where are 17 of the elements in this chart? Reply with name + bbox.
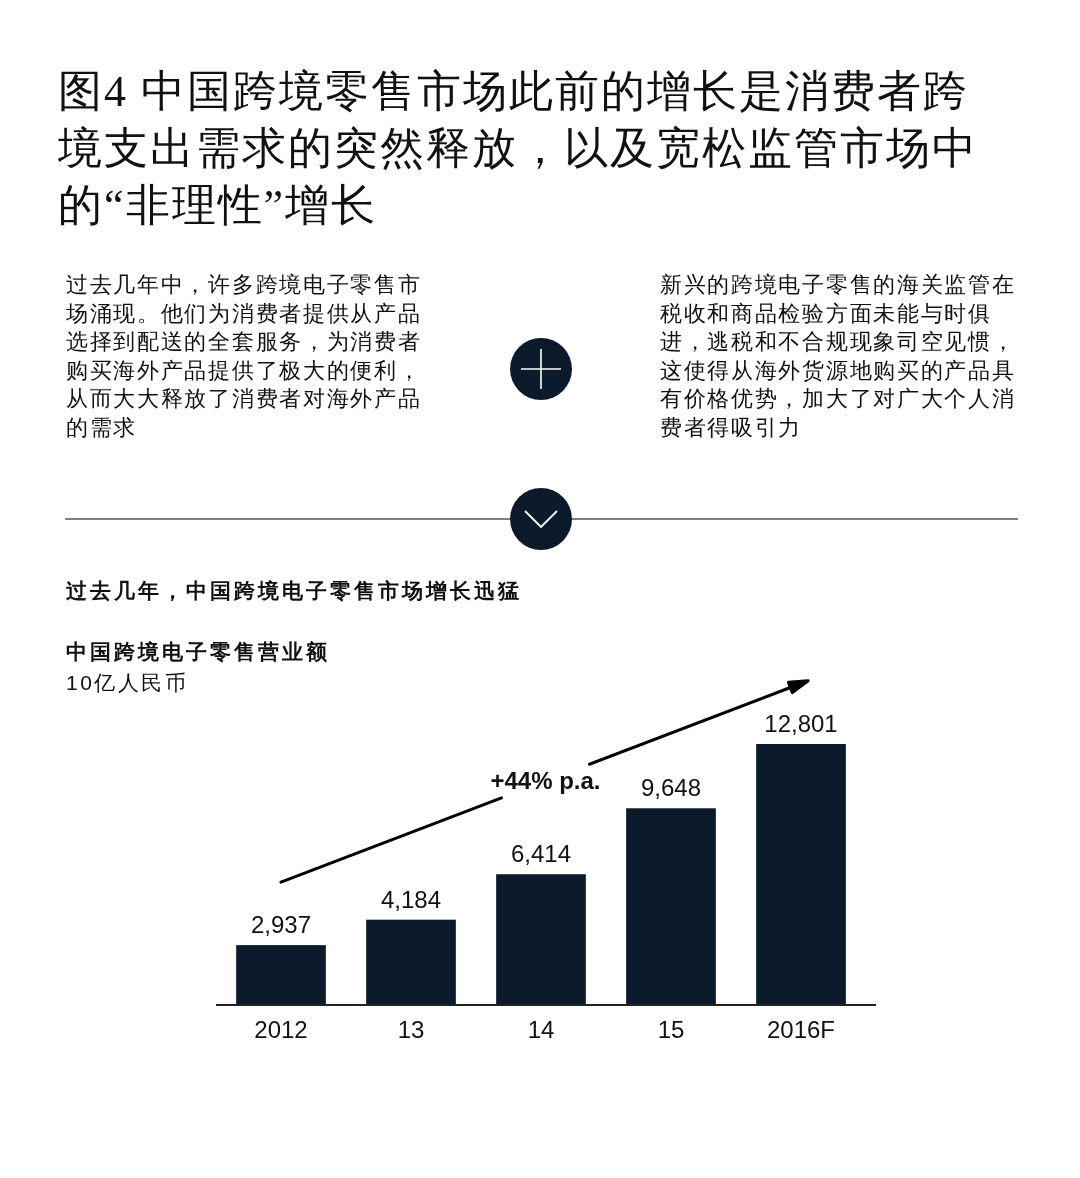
text: 过去几年中，许多跨境电子零售市场涌现。他们为消费者提供从产品选择到配送的全套服务，为消费者购买海外产品提供了极大的便利，从而大大释放了消费者对海外产品的需求	[66, 271, 423, 442]
data-label: 9,648	[640, 774, 702, 802]
text: 过去几年，中国跨境电子零售市场增长迅猛	[65, 579, 522, 602]
chart-title: 图4 中国跨境零售市场此前的增长是消费者跨境支出需求的突然释放，以及宽松监管市场中的“非理性”增长	[58, 66, 979, 232]
x-tick-label: 14	[527, 1016, 555, 1043]
x-tick-label: 2016F	[766, 1016, 836, 1043]
chart-subtitle: 中国跨境电子零售营业额	[66, 640, 330, 663]
data-label: 12,801	[764, 710, 838, 737]
x-tick-label: 2012	[254, 1016, 308, 1043]
x-tick-label: 13	[397, 1016, 425, 1043]
annotation: +44% p.a.	[490, 767, 601, 795]
y-axis-title: 10亿人民币	[66, 671, 189, 694]
data-label: 6,414	[510, 840, 572, 868]
data-label: 2,937	[250, 911, 312, 939]
x-tick-label: 15	[657, 1016, 685, 1043]
data-label: 4,184	[380, 885, 442, 913]
text: 新兴的跨境电子零售的海关监管在税收和商品检验方面未能与时俱进，逃税和不合规现象司空见惯，这使得从海外货源地购买的产品具有价格优势，加大了对广大个人消费者得吸引力	[660, 271, 1017, 442]
